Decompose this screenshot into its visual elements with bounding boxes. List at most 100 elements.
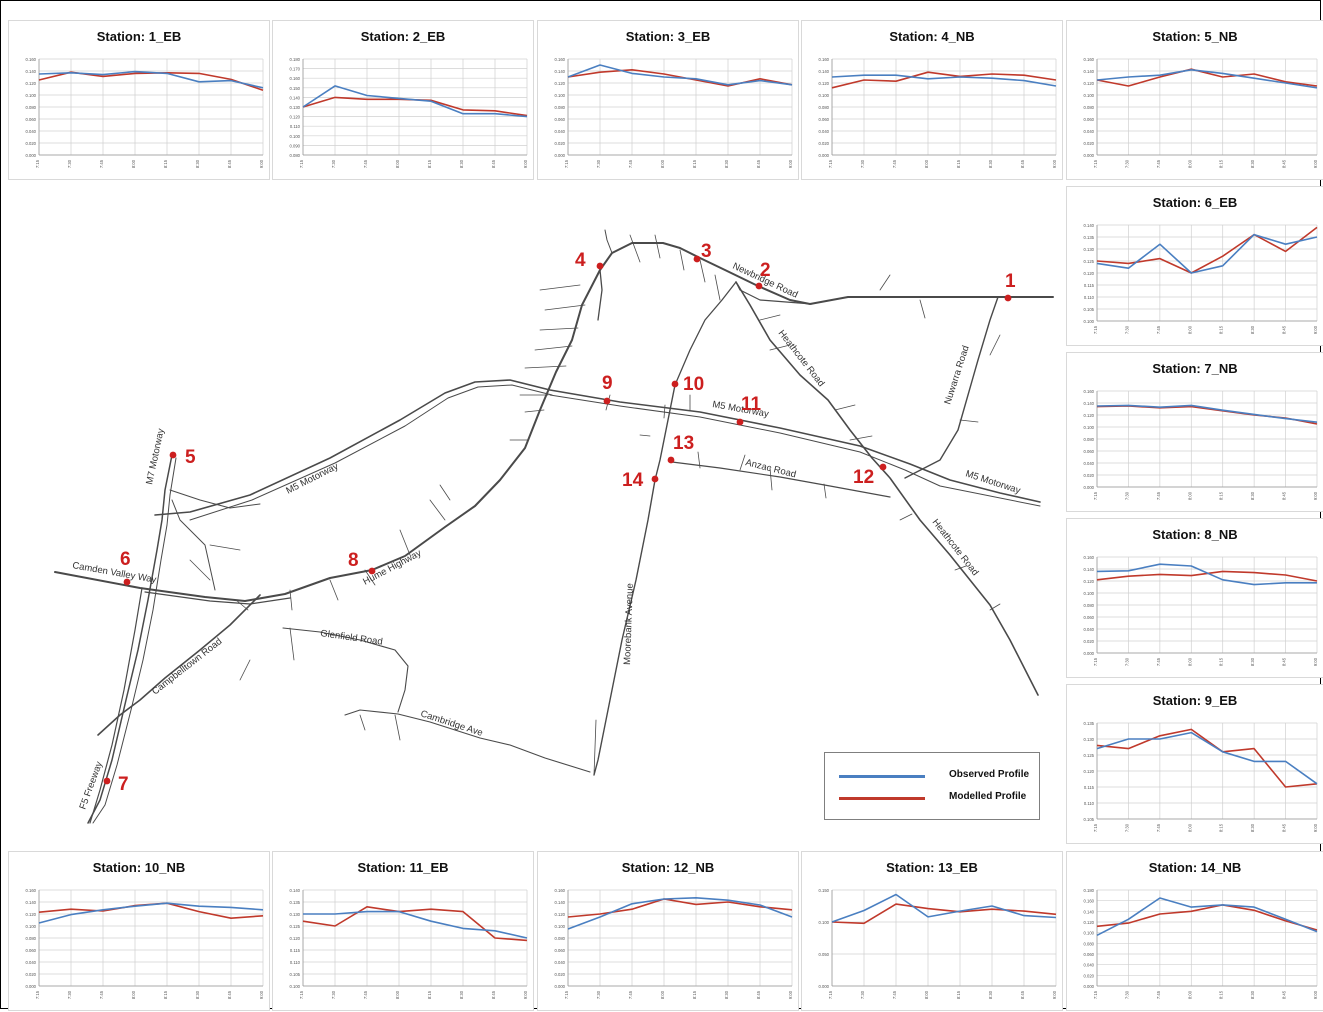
station-marker-8 bbox=[368, 567, 376, 575]
y-tick-label: 0.100 bbox=[1084, 93, 1095, 98]
y-tick-label: 0.140 bbox=[819, 69, 830, 74]
y-tick-label: 0.100 bbox=[26, 93, 37, 98]
side-street bbox=[359, 714, 366, 731]
x-tick-label: 9:00 bbox=[1313, 491, 1318, 500]
x-tick-label: 9:00 bbox=[523, 990, 528, 999]
y-tick-label: 0.100 bbox=[1084, 931, 1095, 936]
side-street bbox=[394, 714, 401, 741]
road-anzac-road bbox=[671, 461, 891, 498]
x-tick-label: 8:30 bbox=[1250, 823, 1255, 832]
y-tick-label: 0.140 bbox=[555, 900, 566, 905]
x-tick-label: 8:00 bbox=[131, 990, 136, 999]
road-m5-motorway-3 bbox=[549, 394, 1041, 507]
road-m5-motorway-2 bbox=[189, 384, 553, 521]
road-label: Camden Valley Way bbox=[71, 560, 157, 586]
observed-profile-line bbox=[1096, 233, 1318, 274]
x-tick-label: 7:15 bbox=[35, 159, 40, 168]
observed-profile-line bbox=[38, 902, 264, 924]
observed-profile-line bbox=[567, 64, 793, 86]
side-street bbox=[739, 454, 746, 471]
y-tick-label: 0.060 bbox=[1084, 615, 1095, 620]
y-tick-label: 0.135 bbox=[1084, 721, 1095, 726]
x-tick-label: 7:45 bbox=[1156, 159, 1161, 168]
x-tick-label: 8:45 bbox=[1282, 325, 1287, 334]
station-marker-13 bbox=[667, 456, 675, 464]
x-tick-label: 7:15 bbox=[564, 990, 569, 999]
chart-plot: 0.000 0.020 0.040 0.060 0.080 0.100 0.120 0.140… bbox=[26, 888, 264, 999]
station-marker-4 bbox=[596, 262, 604, 270]
x-tick-label: 8:15 bbox=[1219, 491, 1224, 500]
side-street bbox=[399, 529, 411, 556]
station-number-label: 2 bbox=[760, 260, 771, 281]
modelled-profile-line bbox=[831, 903, 1057, 925]
x-tick-label: 8:30 bbox=[195, 990, 200, 999]
observed-profile-line bbox=[831, 74, 1057, 87]
x-tick-label: 7:45 bbox=[1156, 823, 1161, 832]
road-f5-freeway bbox=[89, 587, 143, 824]
x-tick-label: 7:15 bbox=[299, 990, 304, 999]
side-street bbox=[429, 499, 446, 521]
road-hume-north bbox=[604, 229, 613, 254]
observed-profile-line bbox=[302, 85, 528, 118]
y-tick-label: 0.115 bbox=[1084, 283, 1095, 288]
road-label: Hume Highway bbox=[361, 548, 423, 588]
x-tick-label: 8:30 bbox=[1250, 159, 1255, 168]
x-tick-label: 7:30 bbox=[331, 990, 336, 999]
y-tick-label: 0.140 bbox=[26, 900, 37, 905]
y-tick-label: 0.120 bbox=[1084, 271, 1095, 276]
y-tick-label: 0.020 bbox=[26, 972, 37, 977]
y-tick-label: 0.170 bbox=[290, 67, 301, 72]
station-number-label: 6 bbox=[120, 549, 131, 570]
observed-profile-line bbox=[1096, 563, 1317, 586]
y-tick-label: 0.180 bbox=[1084, 888, 1095, 893]
y-tick-label: 0.080 bbox=[26, 105, 37, 110]
y-tick-label: 0.125 bbox=[1084, 259, 1095, 264]
x-tick-label: 7:30 bbox=[596, 990, 601, 999]
observed-profile-line bbox=[567, 896, 793, 930]
x-tick-label: 9:00 bbox=[1313, 823, 1318, 832]
x-tick-label: 8:00 bbox=[395, 159, 400, 168]
x-tick-label: 8:45 bbox=[1282, 657, 1287, 666]
y-tick-label: 0.130 bbox=[1084, 737, 1095, 742]
y-tick-label: 0.160 bbox=[555, 888, 566, 893]
y-tick-label: 0.100 bbox=[555, 924, 566, 929]
x-tick-label: 9:00 bbox=[788, 159, 793, 168]
x-tick-label: 9:00 bbox=[259, 990, 264, 999]
y-tick-label: 0.080 bbox=[1084, 941, 1095, 946]
chart-title: Station: 2_EB bbox=[360, 29, 446, 44]
chart-title: Station: 12_NB bbox=[621, 860, 715, 875]
y-tick-label: 0.080 bbox=[26, 936, 37, 941]
x-tick-label: 8:45 bbox=[1020, 990, 1025, 999]
x-tick-label: 7:15 bbox=[1093, 990, 1098, 999]
modelled-profile-line bbox=[567, 898, 793, 918]
y-tick-label: 0.100 bbox=[290, 134, 301, 139]
side-street bbox=[209, 544, 241, 551]
chart-plot: 0.000 0.050 0.100 0.150 7:15 7:30 7:45 8:00 8:15… bbox=[819, 888, 1057, 999]
side-street bbox=[699, 259, 706, 283]
y-tick-label: 0.000 bbox=[26, 153, 37, 158]
chart-plot: 0.000 0.020 0.040 0.060 0.080 0.100 0.120 0.140… bbox=[1084, 888, 1318, 999]
station-chart-panel: Station: 7_NB 0.000 0.020 0.040 0.060 0.080 0.… bbox=[1066, 352, 1323, 512]
y-tick-label: 0.160 bbox=[1084, 389, 1095, 394]
x-tick-label: 9:00 bbox=[1313, 325, 1318, 334]
y-tick-label: 0.105 bbox=[1084, 307, 1095, 312]
x-tick-label: 7:30 bbox=[860, 159, 865, 168]
y-tick-label: 0.060 bbox=[555, 948, 566, 953]
x-tick-label: 7:45 bbox=[1156, 990, 1161, 999]
x-tick-label: 8:30 bbox=[1250, 657, 1255, 666]
station-number-label: 14 bbox=[622, 470, 644, 491]
y-tick-label: 0.160 bbox=[26, 57, 37, 62]
y-tick-label: 0.160 bbox=[26, 888, 37, 893]
x-tick-label: 8:00 bbox=[924, 990, 929, 999]
y-tick-label: 0.000 bbox=[1084, 651, 1095, 656]
y-tick-label: 0.110 bbox=[290, 960, 301, 965]
station-number-label: 7 bbox=[118, 774, 129, 795]
y-tick-label: 0.120 bbox=[290, 936, 301, 941]
observed-profile-line bbox=[1096, 68, 1318, 89]
y-tick-label: 0.100 bbox=[555, 93, 566, 98]
station-chart-panel: Station: 14_NB 0.000 0.020 0.040 0.060 0.080 0… bbox=[1066, 851, 1323, 1011]
y-tick-label: 0.160 bbox=[1084, 899, 1095, 904]
road-label: M7 Motorway bbox=[144, 427, 167, 485]
y-tick-label: 0.140 bbox=[1084, 909, 1095, 914]
y-tick-label: 0.120 bbox=[26, 912, 37, 917]
